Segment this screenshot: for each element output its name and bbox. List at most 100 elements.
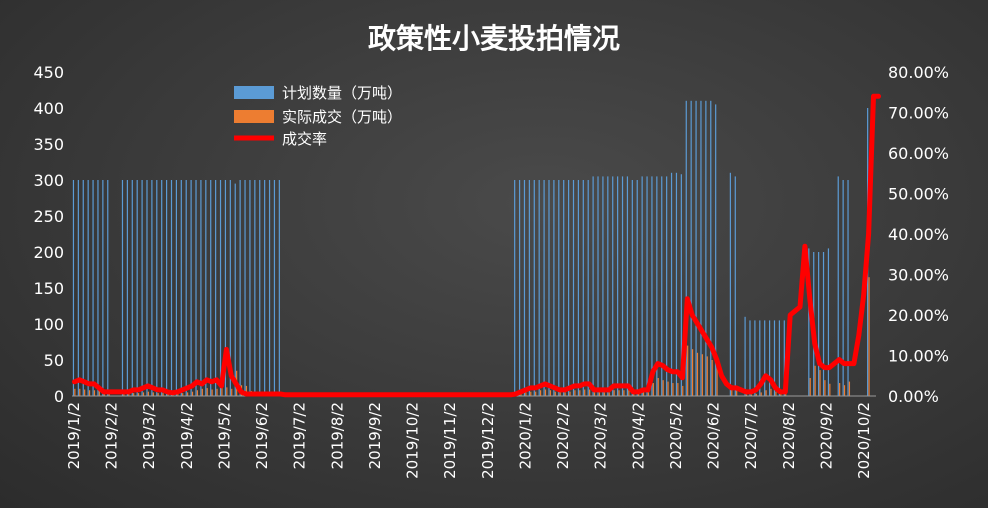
legend-label-plan: 计划数量（万吨）: [282, 84, 402, 102]
x-tick-label: 2020/10/2: [855, 402, 873, 479]
plan-bar: [680, 174, 682, 396]
plan-bar: [587, 180, 589, 396]
plan-bar: [543, 180, 545, 396]
actual-bar: [123, 393, 125, 396]
right-tick-label: 70.00%: [888, 104, 949, 123]
actual-bar: [608, 392, 610, 396]
plan-bar: [161, 180, 163, 396]
actual-bar: [829, 383, 831, 396]
plan-bar: [626, 176, 629, 396]
right-tick-label: 20.00%: [888, 306, 949, 325]
plan-bar: [185, 180, 187, 396]
right-tick-label: 10.00%: [888, 347, 949, 366]
plan-bar: [759, 320, 761, 396]
actual-bar: [211, 389, 213, 396]
plan-bar: [592, 176, 594, 396]
plan-bar: [131, 180, 133, 396]
actual-bar: [559, 392, 561, 396]
plan-bar: [180, 180, 182, 396]
plan-bar: [577, 180, 580, 396]
actual-bar: [584, 389, 586, 396]
actual-bar: [162, 393, 164, 396]
right-tick-label: 30.00%: [888, 266, 949, 285]
plan-bar: [734, 176, 736, 396]
plan-bar: [268, 180, 271, 396]
plan-bar: [822, 252, 825, 396]
actual-bar: [554, 391, 556, 396]
x-tick-label: 2019/5/2: [216, 402, 234, 469]
plan-bar: [842, 180, 844, 396]
actual-bar: [814, 365, 816, 396]
actual-bar: [638, 393, 640, 396]
plan-bar: [744, 316, 746, 396]
plan-bar: [170, 180, 173, 396]
plan-bar: [523, 180, 526, 396]
actual-bar: [157, 393, 159, 396]
actual-bar: [544, 389, 547, 396]
actual-bar: [618, 390, 620, 396]
right-tick-label: 60.00%: [888, 144, 949, 163]
x-tick-label: 2020/9/2: [817, 402, 835, 469]
actual-bar: [137, 393, 140, 396]
plan-bar: [146, 180, 148, 396]
actual-bar: [142, 392, 145, 396]
plan-bar: [553, 180, 555, 396]
plan-bar: [273, 180, 276, 396]
plan-bar: [710, 100, 712, 397]
actual-bar: [167, 393, 169, 396]
actual-bar: [177, 393, 179, 396]
plan-bar: [768, 320, 771, 396]
x-tick-label: 2019/12/2: [479, 402, 497, 479]
bars: [72, 100, 870, 397]
actual-bar: [187, 392, 189, 396]
plan-bar: [121, 180, 124, 396]
plan-bar: [808, 248, 810, 396]
plan-bar: [754, 320, 756, 396]
actual-bar: [736, 387, 738, 396]
actual-bar: [535, 391, 537, 396]
x-tick-label: 2020/2/2: [554, 402, 572, 469]
actual-bar: [196, 390, 199, 396]
actual-bar: [574, 390, 576, 396]
actual-bar: [623, 390, 625, 396]
plan-bar: [77, 180, 79, 396]
plan-bar: [72, 180, 75, 396]
plan-bar: [631, 180, 633, 396]
plan-bar: [229, 180, 231, 396]
plan-bar: [661, 176, 663, 396]
plan-bar: [783, 320, 785, 396]
plan-bar: [538, 180, 540, 396]
plan-bar: [126, 180, 128, 396]
plan-bar: [690, 100, 692, 397]
x-tick-label: 2020/7/2: [742, 402, 760, 469]
actual-bar: [839, 383, 841, 396]
actual-bar: [613, 390, 615, 396]
plan-bar: [675, 172, 678, 396]
x-tick-label: 2019/2/2: [103, 402, 121, 469]
plan-bar: [244, 180, 246, 396]
plan-bar: [558, 180, 560, 396]
right-axis-ticks: 0.00% 10.00% 20.00% 30.00% 40.00% 50.00% 60.00…: [888, 63, 949, 406]
plan-bar: [107, 180, 109, 396]
plan-bar: [641, 176, 643, 396]
actual-bar: [133, 393, 135, 396]
plan-bar: [700, 100, 702, 397]
plan-bar: [773, 320, 776, 396]
actual-bar: [147, 391, 149, 396]
x-tick-label: 2020/3/2: [592, 402, 610, 469]
plan-bar: [778, 320, 781, 396]
x-tick-label: 2020/8/2: [780, 402, 798, 469]
x-tick-label: 2020/1/2: [516, 402, 534, 469]
plan-bar: [239, 180, 241, 396]
actual-bar: [691, 349, 694, 396]
actual-bar: [633, 393, 635, 396]
actual-bar: [677, 383, 679, 396]
right-tick-label: 40.00%: [888, 225, 949, 244]
x-tick-label: 2019/1/2: [65, 402, 83, 469]
left-tick-label: 400: [33, 99, 64, 118]
plan-bar: [764, 320, 766, 396]
plan-bar: [82, 180, 84, 396]
plan-bar: [219, 180, 222, 396]
actual-bar: [652, 383, 654, 396]
legend: 计划数量（万吨） 实际成交（万吨） 成交率: [234, 84, 402, 148]
